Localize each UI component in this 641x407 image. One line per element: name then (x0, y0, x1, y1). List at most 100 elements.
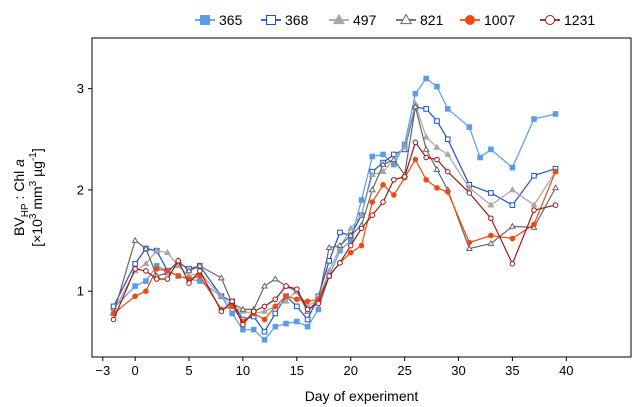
data-point (433, 165, 441, 172)
data-point (304, 316, 311, 323)
y-axis-title: BVHP : Chl a [×103 mm3 µg-1] (11, 148, 45, 247)
data-point (434, 118, 440, 124)
legend-item-1231: 1231 (540, 12, 595, 28)
data-point (143, 268, 149, 274)
x-tick-label: 5 (185, 363, 192, 378)
data-point (412, 156, 419, 163)
series-line-365 (113, 77, 556, 341)
data-point (488, 190, 494, 196)
x-tick-label: 25 (397, 363, 411, 378)
data-point (283, 293, 289, 300)
data-point (358, 225, 365, 232)
data-point (531, 116, 537, 122)
plot-area-frame (91, 37, 632, 358)
data-point (487, 201, 495, 208)
data-point (175, 273, 182, 279)
data-point (358, 197, 365, 203)
data-point (466, 124, 473, 130)
x-tick-label: 20 (343, 363, 357, 378)
data-point (423, 176, 429, 183)
data-point (131, 236, 139, 243)
series-365 (110, 75, 559, 343)
data-point (325, 243, 333, 250)
data-point (250, 308, 257, 315)
data-point (272, 310, 279, 317)
series-1231 (110, 139, 559, 328)
data-point (423, 106, 429, 112)
data-point (196, 262, 204, 269)
data-point (477, 154, 483, 161)
data-point (164, 276, 171, 282)
y-axis-title-line2: [×103 mm3 µg-1] (28, 148, 45, 247)
data-point (197, 268, 203, 274)
data-point (552, 184, 560, 191)
data-point (347, 224, 355, 231)
data-point (358, 242, 365, 249)
data-point (229, 298, 235, 305)
data-point (337, 260, 343, 266)
data-point (434, 185, 440, 191)
series-line-821 (113, 106, 557, 314)
data-point (433, 143, 441, 150)
legend-swatch-marker (399, 13, 413, 25)
data-point (444, 168, 451, 175)
data-point (369, 199, 376, 205)
data-point (508, 186, 516, 193)
data-point (271, 275, 279, 282)
data-point (531, 221, 537, 228)
data-point (153, 246, 161, 254)
data-point (412, 90, 419, 97)
data-point (422, 145, 430, 152)
legend-label: 365 (219, 12, 243, 28)
data-point (283, 283, 289, 289)
data-point (391, 161, 397, 168)
x-tick-label: −3 (95, 363, 110, 378)
data-point (185, 267, 193, 274)
legend-item-1007: 1007 (460, 12, 515, 28)
data-point (434, 156, 440, 163)
y-tick-label: 3 (77, 81, 84, 96)
data-point (304, 298, 311, 305)
data-point (283, 320, 289, 327)
data-point (391, 192, 397, 198)
data-point (282, 297, 290, 304)
data-point (444, 150, 452, 157)
data-point (153, 276, 160, 282)
data-point (217, 292, 225, 299)
data-point (250, 326, 257, 333)
data-point (143, 278, 149, 284)
data-point (422, 133, 430, 140)
data-point (336, 241, 344, 248)
data-point (552, 111, 559, 117)
y-axis-title-line1: BVHP : Chl a (11, 159, 31, 236)
data-point (465, 244, 473, 251)
y-tick-label: 1 (77, 284, 84, 299)
series-layer (110, 75, 560, 343)
data-point (444, 106, 451, 112)
legend: 365 368 497 821 1007 1231 (195, 12, 595, 28)
data-point (326, 273, 332, 279)
x-tick-label: 0 (132, 363, 139, 378)
data-point (132, 293, 138, 300)
data-point (347, 249, 354, 256)
legend-swatch-marker (465, 15, 475, 25)
x-axis-title: Day of experiment (305, 388, 419, 404)
legend-swatch-marker (545, 15, 555, 25)
data-point (347, 242, 354, 249)
data-point (357, 211, 366, 218)
data-point (218, 308, 225, 315)
data-point (132, 266, 138, 272)
data-point (488, 232, 494, 239)
data-point (423, 75, 429, 82)
data-point (379, 160, 387, 167)
data-point (325, 267, 333, 274)
legend-swatch-marker (266, 15, 276, 25)
data-point (552, 168, 559, 175)
data-point (240, 321, 246, 328)
data-point (315, 306, 322, 313)
data-point (401, 173, 408, 180)
legend-item-368: 368 (261, 12, 309, 28)
data-point (488, 146, 494, 153)
data-point (509, 261, 516, 267)
legend-item-365: 365 (195, 12, 243, 28)
